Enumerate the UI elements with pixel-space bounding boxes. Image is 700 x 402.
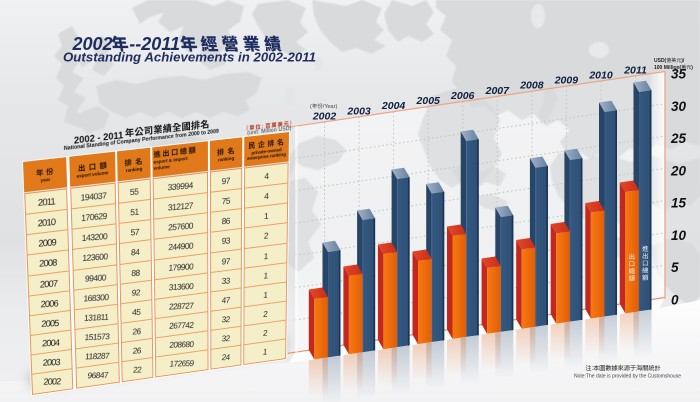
- svg-text:)/: )/: [681, 58, 685, 64]
- svg-text:0: 0: [671, 293, 679, 308]
- svg-text:(: (: [310, 104, 312, 110]
- svg-text:2005: 2005: [416, 95, 441, 107]
- svg-text:Outstanding Achievements in 20: Outstanding Achievements in 2002-2011: [63, 50, 316, 65]
- svg-text:2007: 2007: [485, 85, 511, 97]
- svg-text::: :: [262, 124, 264, 130]
- svg-text:100 Million(: 100 Million(: [654, 65, 682, 71]
- svg-text:2010: 2010: [588, 70, 613, 82]
- svg-text:2003: 2003: [346, 105, 371, 117]
- svg-text:2008: 2008: [519, 80, 544, 92]
- svg-text:--2011: --2011: [129, 34, 180, 54]
- svg-text:2006: 2006: [450, 90, 475, 102]
- svg-text:2004: 2004: [381, 100, 406, 112]
- svg-text:): ): [290, 120, 292, 126]
- svg-text:20: 20: [670, 163, 687, 178]
- svg-text:2009: 2009: [554, 75, 579, 87]
- svg-text:5: 5: [671, 260, 679, 275]
- svg-text:/Year): /Year): [323, 104, 338, 110]
- svg-text:30: 30: [671, 99, 687, 114]
- svg-text:USD(: USD(: [654, 58, 667, 64]
- svg-text::: :: [591, 365, 593, 372]
- svg-text:15: 15: [671, 196, 687, 211]
- svg-text:Note:The date is provided by t: Note:The date is provided by the Customs…: [574, 373, 681, 379]
- svg-text:2002: 2002: [312, 110, 337, 122]
- svg-text:2011: 2011: [623, 64, 647, 76]
- svg-text:10: 10: [671, 228, 687, 243]
- svg-text:): ): [691, 65, 693, 71]
- svg-text:25: 25: [670, 131, 687, 146]
- svg-text:35: 35: [671, 67, 687, 82]
- svg-text:(: (: [246, 125, 248, 130]
- svg-text:2002: 2002: [72, 34, 113, 54]
